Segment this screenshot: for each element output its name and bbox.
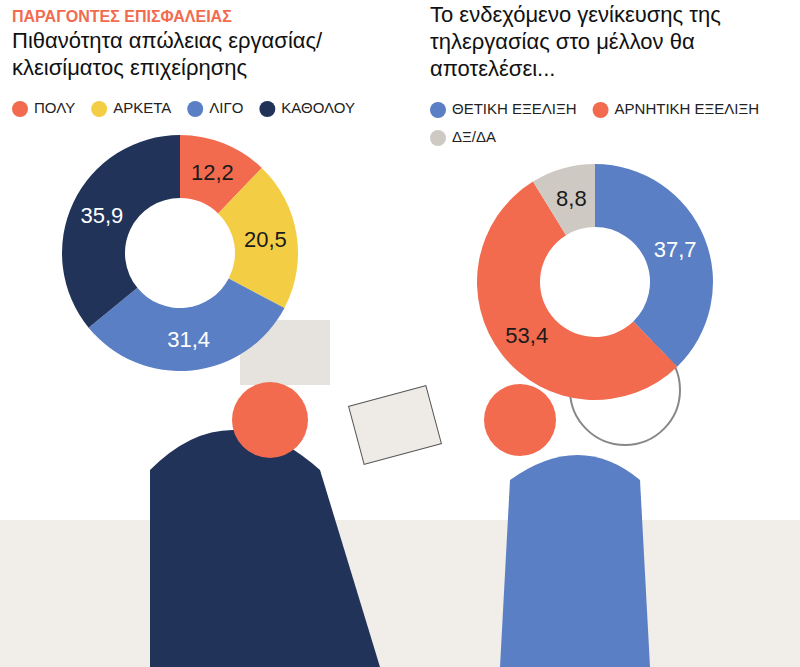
legend-label: ΚΑΘΟΛΟΥ: [281, 99, 355, 116]
title: Πιθανότητα απώλειας εργασίας/κλεισίματος…: [12, 28, 323, 80]
legend-label: ΑΡΝΗΤΙΚΗ ΕΞΕΛΙΞΗ: [615, 100, 760, 117]
panel: ΠΑΡΑΓΟΝΤΕΣ ΕΠΙΣΦΑΛΕΙΑΣ Πιθανότητα απώλεια…: [12, 8, 355, 371]
data-label: 35,9: [80, 203, 123, 228]
legend-swatch: [91, 101, 107, 117]
illustration: [0, 320, 800, 667]
head-left: [232, 382, 308, 458]
legend-swatch: [12, 101, 28, 117]
legend-label: ΛΙΓΟ: [209, 99, 243, 116]
legend-swatch: [259, 101, 275, 117]
legend-item: ΑΡΝΗΤΙΚΗ ΕΞΕΛΙΞΗ: [593, 100, 760, 118]
pie: 12,2 20,5 31,4 35,9: [62, 135, 298, 371]
slice: [62, 135, 180, 328]
legend-swatch: [430, 102, 446, 118]
kicker: ΠΑΡΑΓΟΝΤΕΣ ΕΠΙΣΦΑΛΕΙΑΣ: [12, 8, 232, 25]
legend-swatch: [593, 102, 609, 118]
legend-label: ΔΞ/ΔΑ: [452, 128, 496, 145]
legend-label: ΠΟΛΥ: [34, 99, 75, 116]
legend-label: ΘΕΤΙΚΗ ΕΞΕΛΙΞΗ: [452, 100, 577, 117]
panel: Το ενδεχόμενο γενίκευσης τηςτηλεργασίας …: [430, 2, 759, 400]
legend-item: ΘΕΤΙΚΗ ΕΞΕΛΙΞΗ: [430, 100, 577, 118]
legend-swatch: [187, 101, 203, 117]
canvas: ΠΑΡΑΓΟΝΤΕΣ ΕΠΙΣΦΑΛΕΙΑΣ Πιθανότητα απώλεια…: [0, 0, 800, 667]
legend-label: ΑΡΚΕΤΑ: [113, 99, 171, 116]
data-label: 37,7: [654, 237, 697, 262]
person-left: [150, 430, 380, 667]
slice: [533, 164, 595, 235]
legend-item: ΔΞ/ΔΑ: [430, 128, 496, 146]
data-label: 20,5: [244, 227, 287, 252]
legend-item: ΛΙΓΟ: [187, 99, 243, 117]
legend-item: ΑΡΚΕΤΑ: [91, 99, 171, 117]
desk: [0, 520, 800, 667]
legend-item: ΠΟΛΥ: [12, 99, 75, 117]
title: Το ενδεχόμενο γενίκευσης τηςτηλεργασίας …: [430, 2, 721, 81]
data-label: 53,4: [505, 323, 548, 348]
data-label: 31,4: [167, 327, 210, 352]
legend-item: ΚΑΘΟΛΟΥ: [259, 99, 355, 117]
legend-swatch: [430, 130, 446, 146]
person-right: [500, 455, 650, 667]
pie: 37,7 53,4 8,8: [477, 164, 713, 400]
paper: [349, 386, 442, 465]
data-label: 8,8: [556, 186, 587, 211]
head-right: [484, 384, 556, 456]
data-label: 12,2: [191, 160, 234, 185]
